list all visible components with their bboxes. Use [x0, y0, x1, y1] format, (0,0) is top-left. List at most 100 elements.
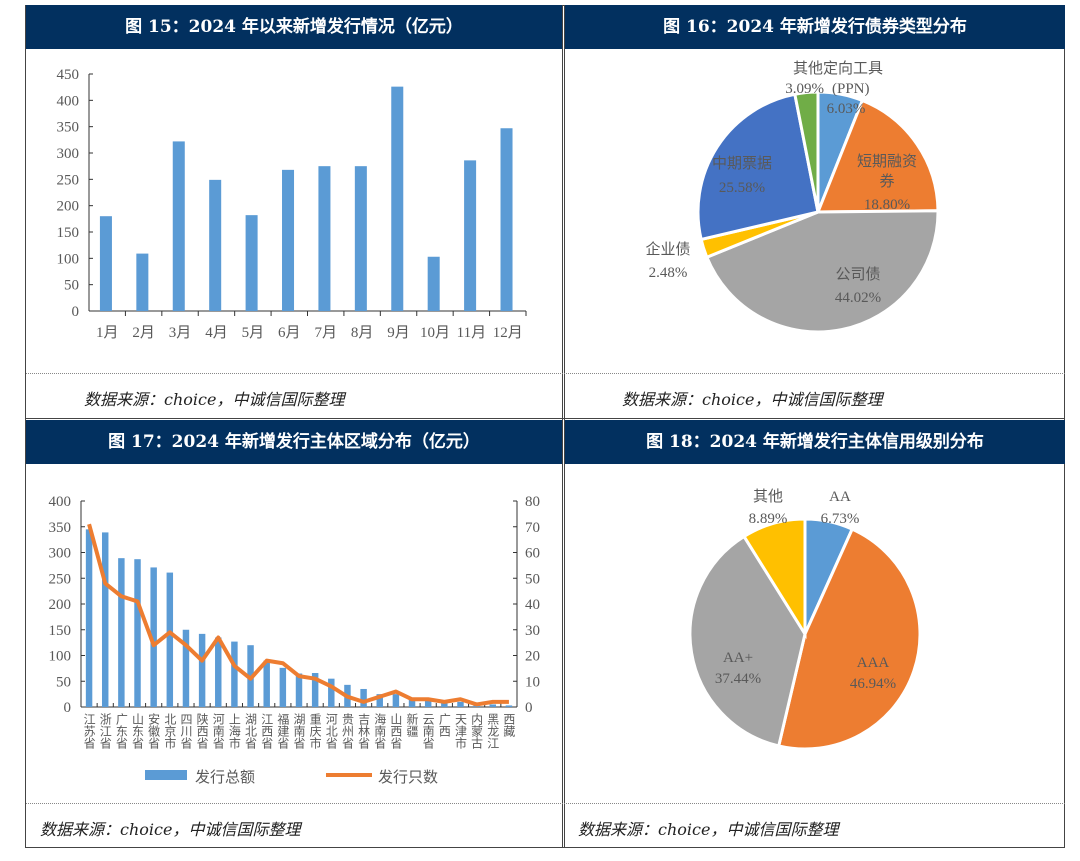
- x-tick-label: 安徽省: [147, 712, 161, 749]
- bar: [360, 688, 367, 707]
- pie-slice: [793, 90, 820, 213]
- bar: [328, 678, 335, 707]
- x-tick-label: 5月: [242, 325, 265, 341]
- left-y-tick-label: 200: [49, 597, 72, 613]
- bar: [282, 169, 295, 311]
- divider-dotted: [26, 803, 1065, 804]
- left-y-tick-label: 150: [49, 623, 72, 639]
- bar: [295, 673, 303, 707]
- left-y-tick-label: 0: [64, 700, 72, 716]
- slice-label: 公司债: [835, 266, 880, 283]
- bar: [354, 166, 367, 311]
- left-y-tick-label: 400: [49, 494, 72, 510]
- y-tick-label: 300: [57, 146, 80, 162]
- x-tick-label: 2月: [132, 325, 155, 341]
- x-tick-label: 广东省: [114, 713, 128, 749]
- bar: [118, 558, 125, 707]
- bar: [424, 699, 432, 707]
- slice-percent: 25.58%: [719, 180, 765, 196]
- right-y-tick-label: 80: [525, 494, 540, 510]
- x-tick-label: 内蒙古: [470, 713, 484, 749]
- x-tick-label: 重庆市: [308, 713, 322, 749]
- x-tick-label: 8月: [351, 325, 374, 341]
- x-tick-label: 11月: [457, 325, 486, 341]
- y-tick-label: 100: [57, 251, 80, 267]
- y-tick-label: 400: [57, 93, 80, 109]
- bar: [464, 160, 477, 311]
- x-tick-label: 贵州省: [340, 713, 354, 749]
- bar: [182, 629, 190, 707]
- slice-percent: 18.80%: [864, 197, 910, 213]
- x-tick-label: 河南省: [211, 713, 225, 749]
- x-tick-label: 陕西省: [195, 712, 209, 749]
- right-y-tick-label: 40: [525, 597, 540, 613]
- bar: [279, 667, 287, 707]
- bar: [172, 141, 185, 311]
- x-tick-label: 西藏: [502, 713, 516, 738]
- slice-label: 中期票据: [712, 155, 772, 172]
- left-y-tick-label: 350: [49, 520, 72, 536]
- bar: [231, 641, 238, 707]
- bar: [391, 86, 404, 311]
- x-tick-label: 6月: [278, 325, 301, 341]
- bar: [311, 673, 319, 707]
- fig18-source: 数据来源：choice，中诚信国际整理: [578, 820, 839, 839]
- slice-percent: 6.73%: [821, 511, 860, 527]
- x-tick-label: 广西: [437, 713, 451, 737]
- pie-slice: [776, 527, 922, 751]
- x-tick-label: 10月: [420, 325, 450, 341]
- slice-percent: 46.94%: [850, 676, 896, 692]
- x-tick-label: 四川省: [179, 713, 193, 749]
- y-tick-label: 0: [72, 304, 80, 320]
- slice-label: 短期融资券: [856, 154, 917, 190]
- bar: [441, 700, 448, 707]
- y-tick-label: 150: [57, 225, 80, 241]
- bar: [457, 701, 464, 707]
- slice-label: AA+: [723, 650, 753, 666]
- line-series: [87, 523, 509, 707]
- y-tick-label: 250: [57, 172, 80, 188]
- slice-percent: 37.44%: [715, 671, 761, 687]
- x-tick-label: 吉林省: [357, 713, 371, 749]
- y-tick-label: 200: [57, 199, 80, 215]
- fig18-title: 图 18：2024 年新增发行主体信用级别分布: [565, 420, 1065, 464]
- y-tick-label: 350: [57, 120, 80, 136]
- bar: [392, 694, 400, 707]
- bar: [150, 567, 157, 707]
- bar: [198, 633, 206, 707]
- fig15-title: 图 15：2024 年以来新增发行情况（亿元）: [26, 5, 562, 49]
- right-y-tick-label: 70: [525, 520, 540, 536]
- x-tick-label: 浙江省: [98, 713, 112, 749]
- column-divider: [562, 5, 565, 848]
- slice-label: 其他定向工具: [793, 60, 883, 77]
- legend-swatch-bar: [145, 770, 187, 780]
- bar: [85, 529, 93, 707]
- legend-label: 发行只数: [378, 769, 438, 786]
- x-tick-label: 江西省: [260, 713, 274, 749]
- x-tick-label: 上海市: [227, 713, 241, 749]
- slice-label: AA: [829, 489, 851, 505]
- fig16-source: 数据来源：choice，中诚信国际整理: [622, 390, 883, 409]
- x-tick-label: 福建省: [276, 712, 290, 749]
- x-tick-label: 河北省: [324, 713, 338, 749]
- x-tick-label: 江苏省: [82, 713, 96, 749]
- bar: [166, 572, 174, 707]
- x-tick-label: 云南省: [421, 713, 435, 749]
- x-tick-label: 7月: [314, 325, 337, 341]
- right-y-tick-label: 0: [525, 700, 533, 716]
- slice-label: 企业债: [645, 240, 690, 258]
- x-tick-label: 海南省: [373, 712, 387, 749]
- x-tick-label: 1月: [96, 325, 119, 341]
- left-y-tick-label: 300: [49, 546, 72, 562]
- bar: [99, 216, 112, 311]
- left-y-tick-label: 250: [49, 571, 72, 587]
- row-divider: [26, 418, 1065, 419]
- bar: [376, 694, 383, 707]
- pie-slice: [815, 98, 940, 214]
- x-tick-label: 新疆: [405, 712, 419, 737]
- right-y-tick-label: 20: [525, 649, 540, 665]
- bar: [408, 699, 416, 707]
- y-tick-label: 450: [57, 67, 80, 83]
- x-tick-label: 北京市: [163, 713, 177, 749]
- bar: [427, 256, 440, 311]
